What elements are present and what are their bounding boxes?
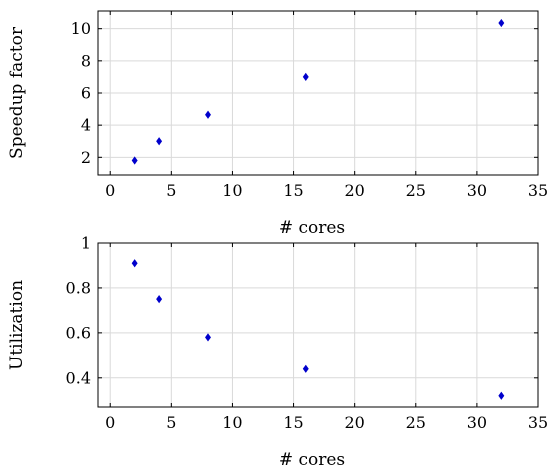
x-tick-label: 25 [406, 181, 426, 200]
y-tick-label: 2 [81, 148, 91, 167]
speedup-data-point [205, 110, 211, 119]
x-tick-label: 15 [283, 181, 303, 200]
y-tick-label: 4 [81, 116, 91, 135]
plot-frame [97, 242, 539, 408]
x-axis-label: # cores [279, 450, 345, 468]
utilization-data-point [156, 295, 163, 304]
y-tick-label: 0.4 [66, 368, 91, 387]
x-tick-label: 10 [222, 181, 242, 200]
x-tick-label: 30 [467, 413, 487, 432]
utilization-chart: 0 5 10 15 20 25 30 35 0.4 0.6 0.8 1 # cores Utilizati… [7, 234, 548, 468]
y-axis-label: Speedup factor [7, 26, 27, 159]
x-tick-label: 5 [166, 413, 176, 432]
x-tick-label: 15 [283, 413, 303, 432]
x-tick-label: 35 [528, 413, 548, 432]
y-axis-label: Utilization [7, 280, 27, 370]
x-tick-label: 35 [528, 181, 548, 200]
x-tick-label: 5 [166, 181, 176, 200]
y-tick-label: 10 [71, 19, 91, 38]
speedup-data-point [302, 72, 309, 82]
y-tick-label: 6 [81, 84, 91, 103]
y-tick-label: 8 [81, 51, 91, 70]
x-tick-label: 0 [105, 413, 115, 432]
speedup-data-point [131, 156, 138, 165]
x-tick-label: 25 [406, 413, 426, 432]
x-tick-label: 10 [222, 413, 242, 432]
plot-frame [97, 10, 539, 176]
utilization-data-point [498, 391, 505, 400]
y-tick-label: 0.8 [66, 278, 91, 297]
x-tick-label: 30 [467, 181, 487, 200]
y-tick-label: 1 [81, 234, 91, 253]
utilization-data-point [205, 333, 211, 342]
x-tick-label: 0 [105, 181, 115, 200]
x-axis-label: # cores [279, 218, 345, 238]
utilization-data-point [131, 259, 138, 268]
y-tick-label: 0.6 [66, 323, 91, 342]
speedup-data-point [498, 18, 505, 28]
utilization-data-point [302, 364, 309, 373]
x-tick-label: 20 [344, 181, 364, 200]
x-tick-label: 20 [344, 413, 364, 432]
speedup-data-point [156, 137, 163, 146]
speedup-chart: 0 5 10 15 20 25 30 35 2 4 6 8 10 # cores Speedup facto… [7, 10, 548, 238]
